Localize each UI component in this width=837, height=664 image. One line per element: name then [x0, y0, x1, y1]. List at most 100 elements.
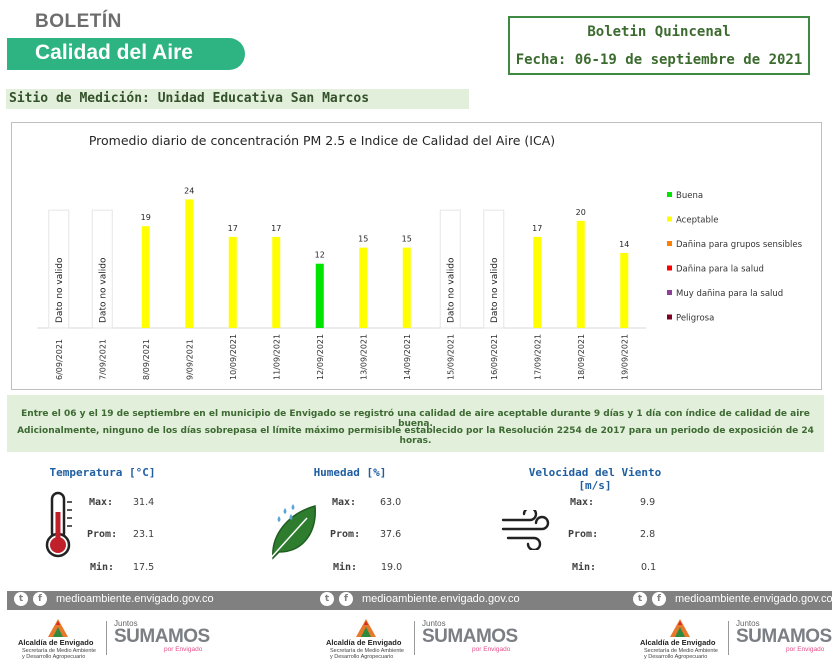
legend-swatch: [667, 241, 672, 246]
twitter-icon[interactable]: t: [320, 592, 334, 606]
website-link[interactable]: medioambiente.envigado.gov.co: [362, 593, 520, 605]
bulletin-label: BOLETÍN: [35, 11, 122, 32]
bar-value-label: 15: [358, 235, 368, 244]
logo-sumamos: SUMAMOS: [422, 626, 518, 647]
humidity-title: Humedad [%]: [313, 466, 387, 479]
page-title: Calidad del Aire: [35, 41, 193, 64]
pm25-chart: Promedio diario de concentración PM 2.5 …: [11, 122, 822, 390]
logo-alcaldia: Alcaldía de Envigado: [640, 638, 716, 647]
bar-value-label: 12: [315, 251, 325, 260]
bar-value-label: 15: [402, 235, 412, 244]
x-tick-label: 18/09/2021: [577, 334, 586, 380]
humid-leaf-icon: [268, 504, 316, 561]
x-tick-label: 6/09/2021: [55, 339, 64, 380]
chart-canvas: Dato no valido 6/09/2021 Dato no valido 7/0…: [37, 186, 803, 380]
humidity-max-label: Max:: [332, 497, 357, 508]
footer-logo-1: Alcaldía de Envigado Secretaría de Medio…: [18, 619, 210, 660]
wind-avg-value: 2.8: [640, 529, 656, 540]
bar-value-label: 17: [532, 224, 542, 233]
temperature-min-label: Min:: [90, 562, 115, 573]
chart-bar: [141, 226, 150, 328]
website-link[interactable]: medioambiente.envigado.gov.co: [675, 593, 833, 605]
facebook-icon[interactable]: f: [339, 592, 353, 606]
envigado-shield-icon: [670, 619, 690, 637]
wind-min-label: Min:: [572, 562, 597, 573]
logo-juntos: Juntos: [736, 619, 760, 628]
wind-max-label: Max:: [570, 497, 595, 508]
chart-bar: [402, 247, 411, 328]
twitter-icon[interactable]: t: [14, 592, 28, 606]
chart-bar: [359, 247, 368, 328]
wind-max-value: 9.9: [640, 497, 656, 508]
x-tick-label: 19/09/2021: [620, 334, 629, 380]
logo-secretaria: Secretaría de Medio Ambiente y Desarrollo…: [22, 648, 96, 660]
measurement-site: Sitio de Medición: Unidad Educativa San …: [6, 89, 469, 109]
temperature-title: Temperatura [°C]: [49, 466, 156, 479]
humidity-avg-label: Prom:: [330, 529, 361, 540]
invalid-data-box: [48, 209, 70, 329]
logo-sumamos: SUMAMOS: [736, 626, 832, 647]
chart-bar: [576, 220, 585, 328]
legend-swatch: [667, 314, 672, 320]
footer-social-1[interactable]: t f medioambiente.envigado.gov.co: [14, 592, 214, 606]
x-tick-label: 8/09/2021: [142, 339, 151, 380]
x-tick-label: 11/09/2021: [272, 334, 281, 380]
wind-avg-label: Prom:: [568, 529, 599, 540]
temperature-max-value: 31.4: [133, 497, 155, 508]
logo-juntos: Juntos: [114, 619, 138, 628]
chart-bar: [272, 236, 281, 328]
bulletin-title: Boletin Quincenal: [587, 24, 731, 40]
legend-label: Peligrosa: [676, 314, 714, 324]
summary-panel: Entre el 06 y el 19 de septiembre en el …: [7, 395, 824, 452]
x-tick-label: 9/09/2021: [185, 339, 194, 380]
logo-por-envigado: por Envigado: [786, 646, 825, 653]
temperature-max-label: Max:: [89, 497, 114, 508]
footer-logo-3: Alcaldía de Envigado Secretaría de Medio…: [640, 619, 832, 660]
wind-min-value: 0.1: [641, 562, 657, 573]
humidity-max-value: 63.0: [380, 497, 402, 508]
temperature-min-value: 17.5: [133, 562, 155, 573]
title-banner: [7, 38, 245, 70]
chart-bar: [315, 263, 324, 328]
logo-por-envigado: por Envigado: [472, 646, 511, 653]
bar-value-label: 19: [141, 213, 151, 222]
invalid-data-box: [483, 209, 505, 329]
legend-label: Aceptable: [676, 216, 719, 226]
logo-juntos: Juntos: [422, 619, 446, 628]
humidity-min-value: 19.0: [381, 562, 403, 573]
legend-swatch: [667, 290, 672, 295]
logo-alcaldia: Alcaldía de Envigado: [18, 638, 94, 647]
legend-label: Dañina para la salud: [676, 265, 764, 275]
x-tick-label: 17/09/2021: [533, 334, 542, 380]
chart-bar: [185, 199, 194, 328]
temperature-avg-label: Prom:: [87, 529, 118, 540]
twitter-icon[interactable]: t: [633, 592, 647, 606]
legend-label: Buena: [676, 191, 703, 201]
summary-line-1: Entre el 06 y el 19 de septiembre en el …: [21, 409, 810, 429]
invalid-data-label: Dato no valido: [446, 257, 456, 323]
chart-title: Promedio diario de concentración PM 2.5 …: [88, 133, 556, 148]
facebook-icon[interactable]: f: [652, 592, 666, 606]
logo-secretaria: Secretaría de Medio Ambiente y Desarrollo…: [330, 648, 404, 660]
legend-label: Muy dañina para la salud: [676, 289, 783, 299]
logo-secretaria: Secretaría de Medio Ambiente y Desarrollo…: [644, 648, 718, 660]
facebook-icon[interactable]: f: [33, 592, 47, 606]
footer-social-3[interactable]: t f medioambiente.envigado.gov.co: [633, 592, 833, 606]
footer-social-2[interactable]: t f medioambiente.envigado.gov.co: [320, 592, 520, 606]
chart-bar: [620, 253, 629, 328]
humidity-avg-value: 37.6: [380, 529, 402, 540]
logo-por-envigado: por Envigado: [164, 646, 203, 653]
logo-divider: [414, 621, 415, 655]
legend-swatch: [667, 192, 672, 197]
x-tick-label: 16/09/2021: [490, 334, 499, 380]
x-tick-label: 14/09/2021: [403, 334, 412, 380]
invalid-data-box: [91, 209, 113, 329]
x-tick-label: 10/09/2021: [229, 334, 238, 380]
logo-divider: [728, 621, 729, 655]
bar-value-label: 17: [271, 224, 281, 233]
bulletin-date: Fecha: 06-19 de septiembre de 2021: [515, 52, 803, 68]
legend-label: Dañina para grupos sensibles: [676, 240, 803, 250]
thermometer-icon: [45, 491, 72, 558]
logo-alcaldia: Alcaldía de Envigado: [326, 638, 402, 647]
website-link[interactable]: medioambiente.envigado.gov.co: [56, 593, 214, 605]
